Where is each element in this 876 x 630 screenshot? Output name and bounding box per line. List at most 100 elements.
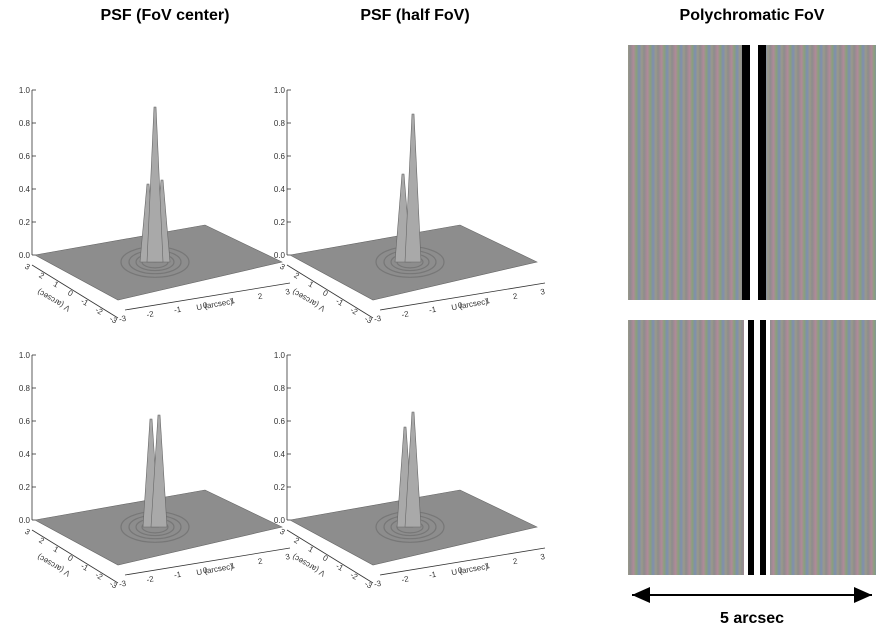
u-tick-label: 1 bbox=[230, 561, 236, 571]
u-axis bbox=[124, 282, 291, 311]
v-tick-label: 3 bbox=[278, 262, 287, 272]
v-tick-label: -3 bbox=[108, 314, 119, 326]
v-axis-label: V (arcsec) bbox=[35, 552, 71, 578]
u-tick-label: -3 bbox=[118, 314, 127, 324]
peak bbox=[150, 414, 168, 528]
z-tick-label: 0.4 bbox=[274, 450, 286, 459]
peak bbox=[404, 113, 422, 263]
z-tick-label: 0.6 bbox=[19, 152, 31, 161]
v-axis bbox=[31, 264, 119, 319]
u-tick-label: -3 bbox=[118, 579, 127, 589]
v-tick-label: 0 bbox=[66, 288, 75, 298]
u-axis-label: U (arcsec) bbox=[196, 562, 234, 577]
z-tick-label: 1.0 bbox=[19, 351, 31, 360]
u-axis-label: U (arcsec) bbox=[451, 297, 489, 312]
z-tick-label: 1.0 bbox=[274, 351, 286, 360]
v-axis bbox=[286, 529, 374, 584]
z-tick-label: 0.0 bbox=[274, 251, 286, 260]
v-tick-label: 0 bbox=[321, 288, 330, 298]
u-tick-label: 3 bbox=[285, 287, 291, 297]
v-tick-label: -2 bbox=[349, 570, 360, 582]
v-tick-label: 0 bbox=[321, 553, 330, 563]
v-tick-label: 0 bbox=[66, 553, 75, 563]
z-tick-label: 0.0 bbox=[19, 251, 31, 260]
u-tick-label: 2 bbox=[512, 556, 518, 566]
v-tick-label: -2 bbox=[349, 305, 360, 317]
u-tick-label: -3 bbox=[373, 314, 382, 324]
u-tick-label: 2 bbox=[257, 556, 263, 566]
z-tick-label: 0.6 bbox=[274, 417, 286, 426]
z-tick-label: 0.8 bbox=[19, 384, 31, 393]
u-tick-label: 1 bbox=[485, 296, 491, 306]
v-tick-label: -1 bbox=[79, 296, 90, 308]
v-tick-label: 2 bbox=[292, 271, 301, 281]
z-tick-label: 0.2 bbox=[274, 218, 286, 227]
z-tick-label: 0.2 bbox=[274, 483, 286, 492]
u-axis-label: U (arcsec) bbox=[196, 297, 234, 312]
column-title: PSF (half FoV) bbox=[360, 7, 469, 24]
u-tick-label: -2 bbox=[146, 309, 155, 319]
v-axis-label: V (arcsec) bbox=[290, 287, 326, 313]
z-tick-label: 0.4 bbox=[274, 185, 286, 194]
z-tick-label: 0.0 bbox=[274, 516, 286, 525]
v-tick-label: -2 bbox=[94, 305, 105, 317]
column-title: PSF (FoV center) bbox=[101, 7, 230, 24]
u-tick-label: 3 bbox=[540, 552, 546, 562]
v-tick-label: 3 bbox=[278, 527, 287, 537]
v-tick-label: -3 bbox=[363, 579, 374, 591]
v-tick-label: -1 bbox=[334, 561, 345, 573]
z-tick-label: 0.8 bbox=[19, 119, 31, 128]
scale-label: 5 arcsec bbox=[720, 610, 784, 627]
z-tick-label: 0.8 bbox=[274, 119, 286, 128]
column-title: Polychromatic FoV bbox=[680, 7, 825, 24]
u-tick-label: 2 bbox=[257, 291, 263, 301]
z-tick-label: 0.0 bbox=[19, 516, 31, 525]
u-axis-label: U (arcsec) bbox=[451, 562, 489, 577]
u-axis bbox=[379, 282, 546, 311]
u-tick-label: -1 bbox=[428, 570, 437, 580]
v-tick-label: -1 bbox=[79, 561, 90, 573]
v-tick-label: 3 bbox=[23, 262, 32, 272]
v-tick-label: 2 bbox=[37, 271, 46, 281]
v-tick-label: -2 bbox=[94, 570, 105, 582]
fov-image bbox=[628, 45, 876, 300]
v-axis-label: V (arcsec) bbox=[290, 552, 326, 578]
v-tick-label: 1 bbox=[307, 544, 316, 554]
fov-image bbox=[628, 320, 876, 575]
u-tick-label: 2 bbox=[512, 291, 518, 301]
z-tick-label: 0.8 bbox=[274, 384, 286, 393]
u-tick-label: 3 bbox=[540, 287, 546, 297]
u-tick-label: -1 bbox=[428, 305, 437, 315]
u-tick-label: 1 bbox=[485, 561, 491, 571]
u-tick-label: -3 bbox=[373, 579, 382, 589]
v-axis-label: V (arcsec) bbox=[35, 287, 71, 313]
z-tick-label: 0.6 bbox=[274, 152, 286, 161]
psf-surface-plot: 0.00.20.40.60.81.0-3 -2 -1 0 1 2 3U (arcsec)-3… bbox=[274, 86, 546, 326]
v-tick-label: 3 bbox=[23, 527, 32, 537]
u-axis bbox=[379, 547, 546, 576]
z-tick-label: 1.0 bbox=[19, 86, 31, 95]
u-tick-label: -1 bbox=[173, 305, 182, 315]
v-tick-label: -1 bbox=[334, 296, 345, 308]
v-tick-label: 2 bbox=[292, 536, 301, 546]
u-tick-label: 0 bbox=[457, 300, 463, 310]
v-tick-label: 1 bbox=[52, 544, 61, 554]
u-tick-label: -2 bbox=[401, 309, 410, 319]
psf-surface-plot: 0.00.20.40.60.81.0-3 -2 -1 0 1 2 3U (arcsec)-3… bbox=[274, 351, 546, 591]
z-tick-label: 1.0 bbox=[274, 86, 286, 95]
peak bbox=[146, 106, 164, 263]
u-tick-label: -2 bbox=[146, 574, 155, 584]
z-tick-label: 0.4 bbox=[19, 185, 31, 194]
psf-surface-plot: 0.00.20.40.60.81.0-3 -2 -1 0 1 2 3U (arcsec)-3… bbox=[19, 351, 291, 591]
u-tick-label: 1 bbox=[230, 296, 236, 306]
z-tick-label: 0.2 bbox=[19, 483, 31, 492]
u-tick-label: 0 bbox=[457, 565, 463, 575]
v-tick-label: -3 bbox=[363, 314, 374, 326]
u-tick-label: 3 bbox=[285, 552, 291, 562]
u-tick-label: -1 bbox=[173, 570, 182, 580]
psf-surface-plot: 0.00.20.40.60.81.0-3 -2 -1 0 1 2 3U (arcsec)-3… bbox=[19, 86, 291, 326]
z-tick-label: 0.6 bbox=[19, 417, 31, 426]
u-tick-label: -2 bbox=[401, 574, 410, 584]
z-tick-label: 0.2 bbox=[19, 218, 31, 227]
